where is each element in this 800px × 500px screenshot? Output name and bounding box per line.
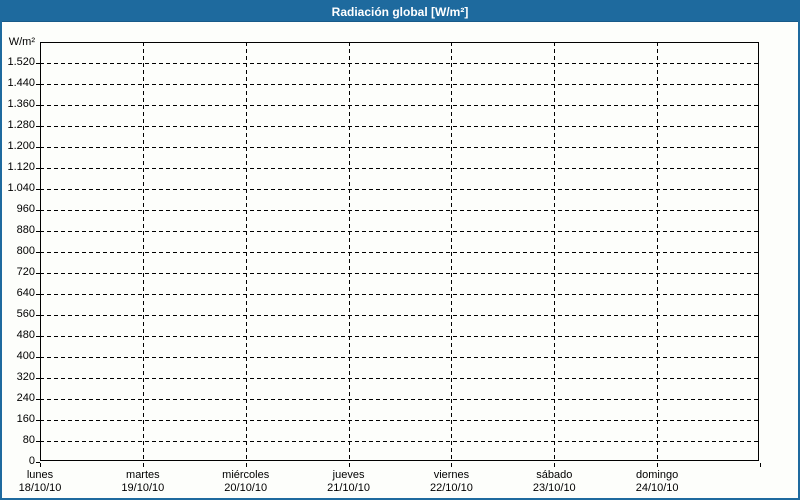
- y-axis-tick: [36, 147, 40, 148]
- x-date-label: 22/10/10: [430, 482, 473, 494]
- x-day-label: viernes: [433, 469, 470, 481]
- chart-title: Radiación global [W/m²]: [331, 5, 469, 19]
- y-axis-tick: [36, 168, 40, 169]
- y-tick-label: 1.040: [7, 182, 35, 194]
- x-date-label: 18/10/10: [18, 482, 62, 494]
- h-gridline: [40, 357, 760, 358]
- plot-area: [40, 42, 759, 461]
- y-axis-tick: [36, 210, 40, 211]
- h-gridline: [40, 168, 760, 169]
- y-tick-label: 480: [16, 329, 35, 341]
- y-tick-label: 720: [16, 266, 35, 278]
- h-gridline: [40, 105, 760, 106]
- y-tick-label: 560: [16, 308, 35, 320]
- v-gridline: [245, 42, 247, 462]
- y-tick-label: 0: [28, 455, 35, 467]
- y-axis-tick: [36, 105, 40, 106]
- y-tick-label: 160: [16, 413, 35, 425]
- y-tick-label: 640: [16, 287, 35, 299]
- y-tick-label: 320: [16, 371, 35, 383]
- x-date-label: 23/10/10: [532, 482, 576, 494]
- h-gridline: [40, 399, 760, 400]
- y-axis-tick: [36, 294, 40, 295]
- y-tick-label: 880: [16, 224, 35, 236]
- y-axis-tick: [36, 231, 40, 232]
- y-tick-label: 80: [22, 434, 35, 446]
- y-axis-tick: [36, 462, 40, 463]
- v-gridline: [348, 42, 350, 462]
- h-gridline: [40, 147, 760, 148]
- y-axis-tick: [36, 126, 40, 127]
- x-axis-tick: [142, 463, 144, 467]
- y-tick-label: 1.280: [7, 119, 35, 131]
- h-gridline: [40, 315, 760, 316]
- y-tick-label: 240: [16, 392, 35, 404]
- y-axis-tick: [36, 63, 40, 64]
- y-axis-tick: [36, 420, 40, 421]
- x-date-label: 19/10/10: [121, 482, 165, 494]
- v-gridline: [657, 42, 659, 462]
- h-gridline: [40, 189, 760, 190]
- h-gridline: [40, 84, 760, 85]
- h-gridline: [40, 294, 760, 295]
- y-axis-tick: [36, 378, 40, 379]
- y-axis-tick: [36, 252, 40, 253]
- y-axis-tick: [36, 357, 40, 358]
- x-axis-tick: [554, 463, 556, 467]
- h-gridline: [40, 420, 760, 421]
- h-gridline: [40, 252, 760, 253]
- y-axis-unit-label: W/m²: [8, 36, 35, 48]
- x-date-label: 24/10/10: [635, 482, 679, 494]
- y-tick-label: 400: [16, 350, 35, 362]
- y-axis-tick: [36, 273, 40, 274]
- y-tick-label: 1.360: [7, 98, 35, 110]
- v-gridline: [554, 42, 556, 462]
- h-gridline: [40, 210, 760, 211]
- h-gridline: [40, 441, 760, 442]
- x-axis-tick: [245, 463, 247, 467]
- x-day-label: domingo: [636, 469, 679, 481]
- x-axis-tick: [760, 463, 761, 467]
- y-tick-label: 1.440: [7, 77, 35, 89]
- y-axis-tick: [36, 441, 40, 442]
- y-tick-label: 1.520: [7, 56, 35, 68]
- h-gridline: [40, 378, 760, 379]
- y-axis-tick: [36, 315, 40, 316]
- v-gridline: [142, 42, 144, 462]
- h-gridline: [40, 231, 760, 232]
- y-tick-label: 1.200: [7, 140, 35, 152]
- y-axis-tick: [36, 336, 40, 337]
- y-axis-tick: [36, 189, 40, 190]
- h-gridline: [40, 126, 760, 127]
- x-day-label: lunes: [26, 469, 54, 481]
- h-gridline: [40, 273, 760, 274]
- x-day-label: miércoles: [222, 469, 270, 481]
- x-day-label: martes: [126, 469, 160, 481]
- y-tick-label: 960: [16, 203, 35, 215]
- v-gridline: [451, 42, 453, 462]
- y-axis-tick: [36, 84, 40, 85]
- x-axis-tick: [348, 463, 350, 467]
- h-gridline: [40, 336, 760, 337]
- h-gridline: [40, 63, 760, 64]
- x-axis-tick: [451, 463, 453, 467]
- chart-title-bar: Radiación global [W/m²]: [2, 2, 798, 22]
- x-date-label: 20/10/10: [224, 482, 268, 494]
- x-day-label: sábado: [536, 469, 573, 481]
- y-tick-label: 1.120: [7, 161, 35, 173]
- y-axis-tick: [36, 399, 40, 400]
- x-axis-tick: [657, 463, 659, 467]
- x-day-label: jueves: [332, 469, 365, 481]
- x-date-label: 21/10/10: [327, 482, 370, 494]
- y-tick-label: 800: [16, 245, 35, 257]
- x-axis-tick: [40, 463, 41, 467]
